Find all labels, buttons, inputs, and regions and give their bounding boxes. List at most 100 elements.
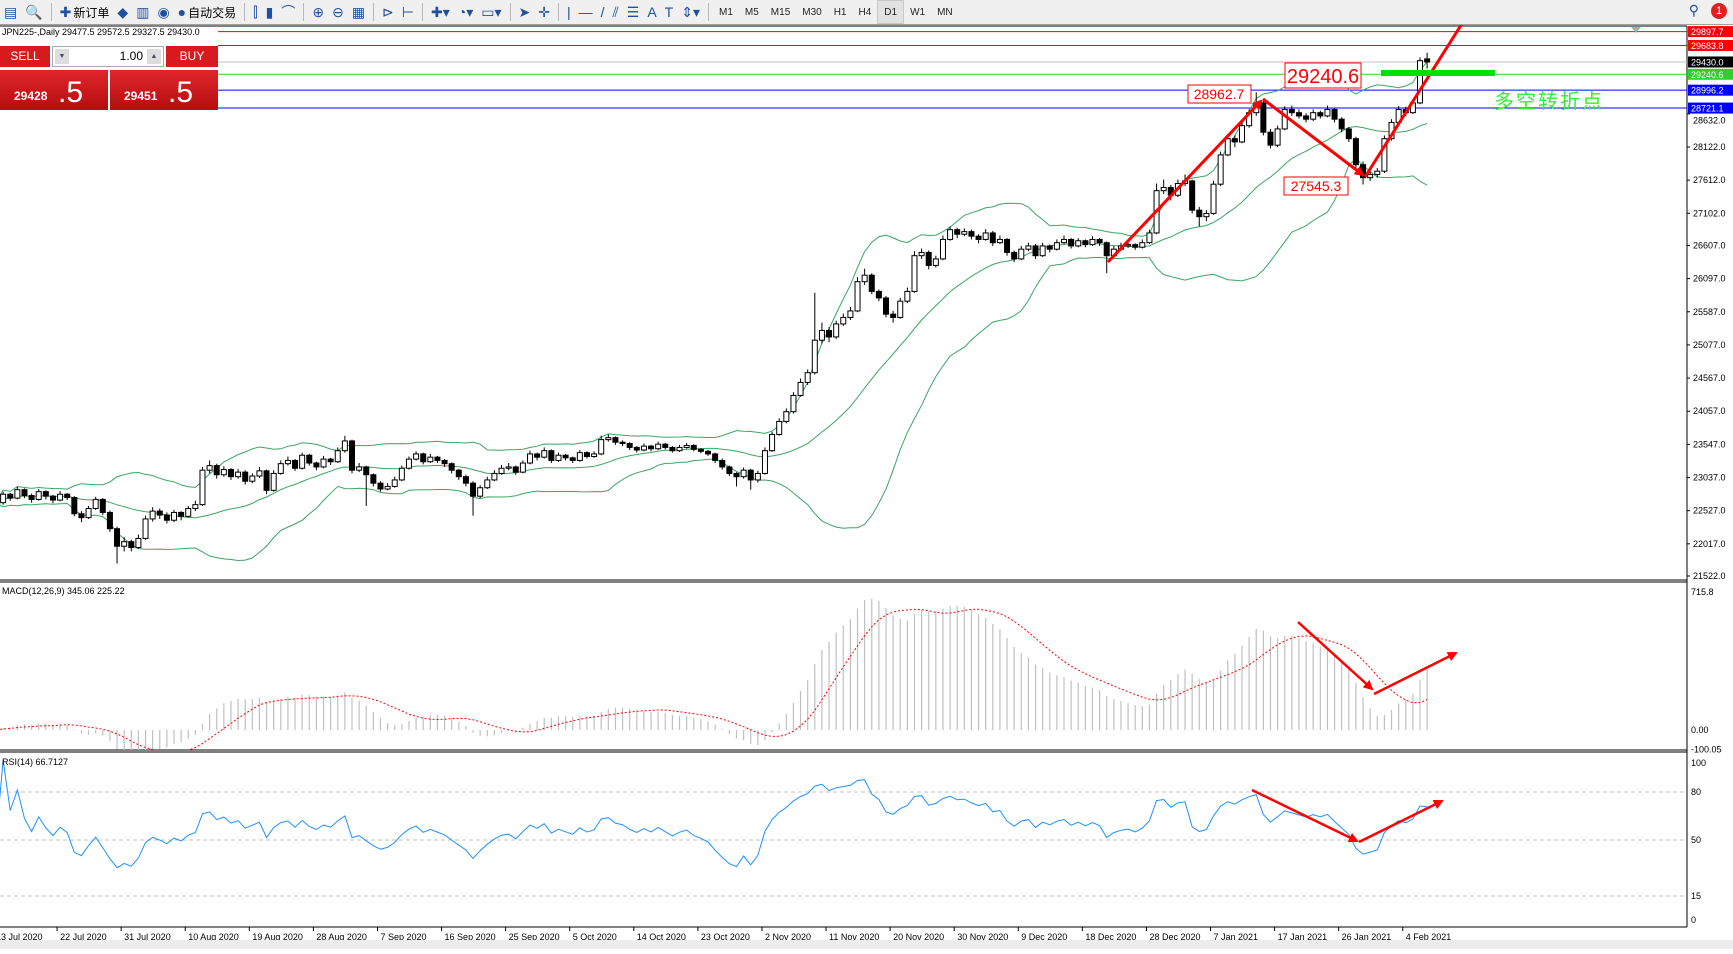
candle[interactable] <box>932 255 939 268</box>
candle[interactable] <box>1352 136 1359 168</box>
candle[interactable] <box>185 505 192 518</box>
candle[interactable] <box>640 443 647 452</box>
candle[interactable] <box>99 498 106 516</box>
chart-shift-marker-icon[interactable] <box>1631 27 1641 33</box>
candle[interactable] <box>1146 229 1153 244</box>
rsi-arrow-down[interactable] <box>1251 788 1359 843</box>
candle[interactable] <box>847 307 854 321</box>
candle[interactable] <box>569 456 576 464</box>
candle[interactable] <box>733 472 740 487</box>
candle[interactable] <box>292 459 299 471</box>
candle[interactable] <box>947 226 954 241</box>
candle[interactable] <box>349 439 355 474</box>
candle[interactable] <box>334 447 341 464</box>
text-button[interactable]: A <box>643 1 660 23</box>
candle[interactable] <box>427 453 434 464</box>
candle[interactable] <box>897 297 904 319</box>
candle[interactable] <box>213 463 220 479</box>
candle[interactable] <box>1039 242 1046 257</box>
candle[interactable] <box>277 460 284 475</box>
candle[interactable] <box>1160 179 1167 194</box>
horizontal-line-button[interactable]: — <box>575 1 597 23</box>
candle[interactable] <box>996 235 1003 244</box>
candle[interactable] <box>534 452 541 461</box>
timeframe-h4[interactable]: H4 <box>858 6 872 18</box>
candle[interactable] <box>626 442 633 451</box>
timeframe-d1[interactable]: D1 <box>877 0 905 24</box>
candle[interactable] <box>206 460 213 474</box>
candle[interactable] <box>448 462 455 474</box>
candle[interactable] <box>854 277 861 313</box>
candle[interactable] <box>662 442 669 450</box>
candle[interactable] <box>690 444 697 452</box>
candle[interactable] <box>1139 239 1146 249</box>
candle[interactable] <box>1046 244 1053 253</box>
candle[interactable] <box>249 473 256 484</box>
candle[interactable] <box>726 465 733 477</box>
candle[interactable] <box>989 230 996 246</box>
sell-button[interactable]: SELL <box>0 46 50 67</box>
candle[interactable] <box>655 441 662 451</box>
candle[interactable] <box>1424 52 1431 69</box>
buy-price-button[interactable]: 29451 .5 <box>110 70 218 110</box>
candle[interactable] <box>1324 105 1331 118</box>
arrows-button[interactable]: ⇕▾ <box>677 1 704 23</box>
candle[interactable] <box>320 455 327 469</box>
candle[interactable] <box>968 229 975 240</box>
tile-windows-button[interactable]: ▦ <box>348 1 369 23</box>
candle[interactable] <box>1303 113 1310 123</box>
candle[interactable] <box>455 468 462 480</box>
candle[interactable] <box>961 228 968 237</box>
candle[interactable] <box>156 508 163 519</box>
candle[interactable] <box>1239 122 1245 144</box>
candle[interactable] <box>783 408 790 424</box>
sell-price-button[interactable]: 29428 .5 <box>0 70 108 110</box>
candle[interactable] <box>790 392 797 414</box>
candle[interactable] <box>121 537 128 552</box>
candle[interactable] <box>1231 135 1238 148</box>
trend-arrow-up-1[interactable] <box>1106 99 1263 264</box>
timeframe-w1[interactable]: W1 <box>910 6 926 18</box>
candle[interactable] <box>135 534 142 549</box>
candle[interactable] <box>327 457 334 465</box>
rsi-arrow-up[interactable] <box>1358 799 1444 844</box>
candle[interactable] <box>434 455 441 464</box>
buy-button[interactable]: BUY <box>166 46 218 67</box>
candle[interactable] <box>747 468 754 490</box>
candle[interactable] <box>1374 167 1381 178</box>
timeframe-m30[interactable]: M30 <box>802 6 822 18</box>
macd-arrow-up[interactable] <box>1373 651 1458 696</box>
candle[interactable] <box>64 492 71 501</box>
candle[interactable] <box>491 470 498 482</box>
candle[interactable] <box>975 234 982 244</box>
candle[interactable] <box>356 463 363 473</box>
candle[interactable] <box>299 452 306 470</box>
candle[interactable] <box>712 452 719 464</box>
candle[interactable] <box>1367 170 1374 181</box>
vertical-line-button[interactable]: | <box>563 1 575 23</box>
candle[interactable] <box>1331 108 1338 123</box>
candle[interactable] <box>954 227 961 239</box>
candle[interactable] <box>826 327 833 343</box>
candle[interactable] <box>619 440 626 447</box>
candle[interactable] <box>370 473 377 487</box>
trend-arrow-down[interactable] <box>1262 97 1365 177</box>
candle[interactable] <box>1381 135 1388 174</box>
candle[interactable] <box>769 431 776 452</box>
candle[interactable] <box>1196 206 1203 227</box>
candle[interactable] <box>648 444 655 452</box>
candle[interactable] <box>171 509 177 523</box>
candle[interactable] <box>498 464 505 475</box>
candle[interactable] <box>761 447 768 475</box>
bar-chart-button[interactable]: ⫿ <box>249 1 261 23</box>
candle[interactable] <box>1089 236 1096 246</box>
candle[interactable] <box>605 434 612 442</box>
fibonacci-button[interactable]: ☰ <box>623 1 644 23</box>
new-order-button[interactable]: ✚ 新订单 <box>56 1 114 23</box>
candle[interactable] <box>163 512 170 524</box>
candle[interactable] <box>398 465 405 482</box>
candle[interactable] <box>1075 238 1082 248</box>
candle[interactable] <box>1295 109 1302 119</box>
candle[interactable] <box>890 310 897 323</box>
notification-badge[interactable]: 1 <box>1711 2 1727 19</box>
